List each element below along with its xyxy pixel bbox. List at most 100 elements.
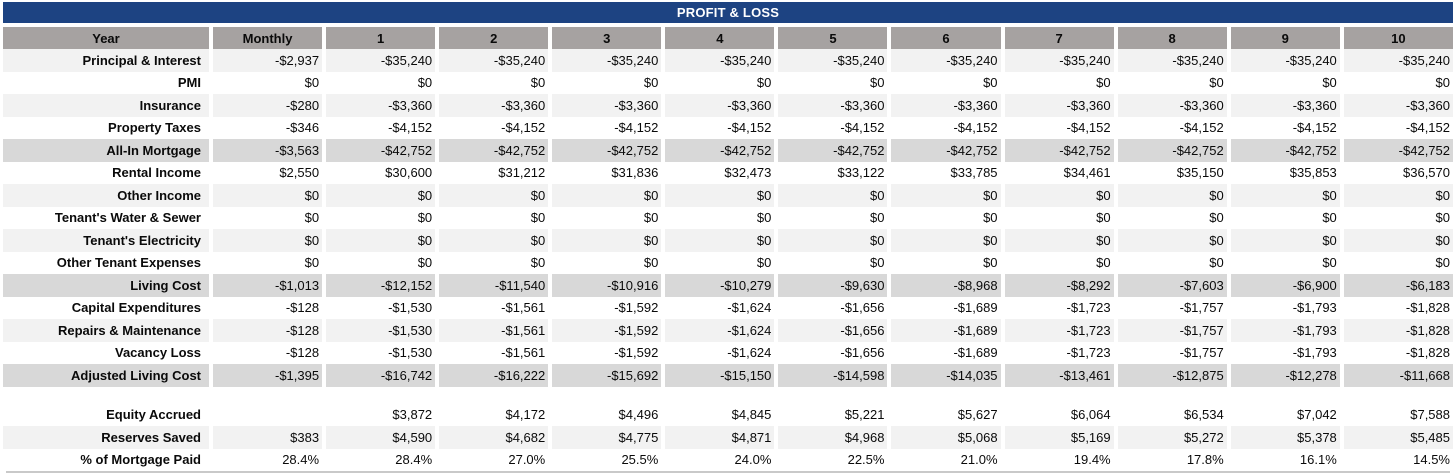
cell[interactable]: -$42,752 <box>665 139 775 162</box>
cell[interactable]: -$4,152 <box>665 116 775 139</box>
cell[interactable]: -$3,360 <box>1004 94 1114 117</box>
profit-loss-title-bar[interactable]: PROFIT & LOSS <box>3 2 1453 23</box>
row-label[interactable]: % of Mortgage Paid <box>3 448 209 471</box>
cell[interactable] <box>1004 386 1114 404</box>
cell[interactable]: -$12,152 <box>326 274 436 297</box>
column-header-10[interactable]: 10 <box>1343 27 1453 49</box>
cell[interactable]: -$3,360 <box>891 94 1001 117</box>
row-label[interactable]: PMI <box>3 71 209 94</box>
cell[interactable]: -$42,752 <box>1343 139 1453 162</box>
cell[interactable]: -$10,279 <box>665 274 775 297</box>
cell[interactable]: -$9,630 <box>778 274 888 297</box>
cell[interactable]: $4,496 <box>552 403 662 426</box>
cell[interactable]: $5,627 <box>891 403 1001 426</box>
cell[interactable]: $0 <box>326 184 436 207</box>
cell[interactable]: $35,853 <box>1230 161 1340 184</box>
cell[interactable]: $6,534 <box>1117 403 1227 426</box>
cell[interactable]: -$13,461 <box>1004 364 1114 387</box>
cell[interactable]: $0 <box>552 184 662 207</box>
column-header-3[interactable]: 3 <box>552 27 662 49</box>
column-header-monthly[interactable]: Monthly <box>213 27 323 49</box>
cell[interactable]: -$3,563 <box>213 139 323 162</box>
cell[interactable]: 24.0% <box>665 448 775 471</box>
cell[interactable]: -$3,360 <box>665 94 775 117</box>
cell[interactable]: -$4,152 <box>1230 116 1340 139</box>
cell[interactable]: -$6,183 <box>1343 274 1453 297</box>
cell[interactable]: -$12,875 <box>1117 364 1227 387</box>
cell[interactable]: $0 <box>1117 251 1227 274</box>
cell[interactable]: $0 <box>1117 71 1227 94</box>
cell[interactable]: -$3,360 <box>1230 94 1340 117</box>
cell[interactable]: -$4,152 <box>1004 116 1114 139</box>
cell[interactable]: -$1,757 <box>1117 319 1227 342</box>
cell[interactable] <box>891 386 1001 404</box>
row-label[interactable]: Principal & Interest <box>3 49 209 72</box>
cell[interactable]: -$1,723 <box>1004 296 1114 319</box>
cell[interactable]: -$4,152 <box>891 116 1001 139</box>
cell[interactable]: $0 <box>665 184 775 207</box>
cell[interactable]: -$1,592 <box>552 296 662 319</box>
column-header-7[interactable]: 7 <box>1004 27 1114 49</box>
cell[interactable]: -$1,757 <box>1117 296 1227 319</box>
cell[interactable]: $0 <box>1004 251 1114 274</box>
cell[interactable]: -$16,742 <box>326 364 436 387</box>
cell[interactable]: -$1,793 <box>1230 296 1340 319</box>
cell[interactable]: -$346 <box>213 116 323 139</box>
cell[interactable]: $0 <box>665 71 775 94</box>
cell[interactable]: $0 <box>1230 251 1340 274</box>
cell[interactable]: -$3,360 <box>552 94 662 117</box>
cell[interactable]: -$42,752 <box>1230 139 1340 162</box>
cell[interactable]: $0 <box>326 71 436 94</box>
column-header-4[interactable]: 4 <box>665 27 775 49</box>
cell[interactable]: -$35,240 <box>552 49 662 72</box>
row-label[interactable]: Repairs & Maintenance <box>3 319 209 342</box>
cell[interactable]: $0 <box>213 184 323 207</box>
cell[interactable]: $34,461 <box>1004 161 1114 184</box>
cell[interactable]: $0 <box>778 71 888 94</box>
cell[interactable]: $0 <box>326 251 436 274</box>
cell[interactable] <box>439 386 549 404</box>
cell[interactable]: $0 <box>1117 184 1227 207</box>
cell[interactable]: $4,172 <box>439 403 549 426</box>
cell[interactable]: $0 <box>1004 206 1114 229</box>
cell[interactable]: $0 <box>891 251 1001 274</box>
column-header-2[interactable]: 2 <box>439 27 549 49</box>
cell[interactable]: $0 <box>213 71 323 94</box>
cell[interactable]: $0 <box>665 229 775 252</box>
cell[interactable]: 16.1% <box>1230 448 1340 471</box>
cell[interactable]: -$4,152 <box>326 116 436 139</box>
cell[interactable]: $4,845 <box>665 403 775 426</box>
cell[interactable]: $0 <box>891 71 1001 94</box>
cell[interactable]: -$42,752 <box>326 139 436 162</box>
cell[interactable]: $0 <box>439 229 549 252</box>
column-header-9[interactable]: 9 <box>1230 27 1340 49</box>
cell[interactable]: -$42,752 <box>552 139 662 162</box>
cell[interactable]: -$42,752 <box>778 139 888 162</box>
cell[interactable]: $6,064 <box>1004 403 1114 426</box>
cell[interactable]: $0 <box>1230 229 1340 252</box>
row-label[interactable]: Adjusted Living Cost <box>3 364 209 387</box>
cell[interactable]: -$1,624 <box>665 319 775 342</box>
cell[interactable]: $0 <box>1004 184 1114 207</box>
row-label[interactable]: Rental Income <box>3 161 209 184</box>
cell[interactable]: $0 <box>1230 206 1340 229</box>
cell[interactable]: -$128 <box>213 341 323 364</box>
cell[interactable]: -$16,222 <box>439 364 549 387</box>
row-label[interactable] <box>3 386 209 404</box>
cell[interactable]: $2,550 <box>213 161 323 184</box>
cell[interactable]: $4,682 <box>439 426 549 449</box>
cell[interactable]: $0 <box>1343 184 1453 207</box>
cell[interactable]: $0 <box>891 184 1001 207</box>
cell[interactable]: -$1,723 <box>1004 341 1114 364</box>
cell[interactable]: -$1,530 <box>326 341 436 364</box>
cell[interactable]: $0 <box>213 229 323 252</box>
cell[interactable]: -$15,692 <box>552 364 662 387</box>
cell[interactable]: -$14,598 <box>778 364 888 387</box>
cell[interactable]: $31,836 <box>552 161 662 184</box>
cell[interactable]: -$14,035 <box>891 364 1001 387</box>
cell[interactable]: -$4,152 <box>552 116 662 139</box>
cell[interactable]: $5,485 <box>1343 426 1453 449</box>
cell[interactable]: $5,272 <box>1117 426 1227 449</box>
cell[interactable]: -$11,668 <box>1343 364 1453 387</box>
cell[interactable]: -$3,360 <box>778 94 888 117</box>
